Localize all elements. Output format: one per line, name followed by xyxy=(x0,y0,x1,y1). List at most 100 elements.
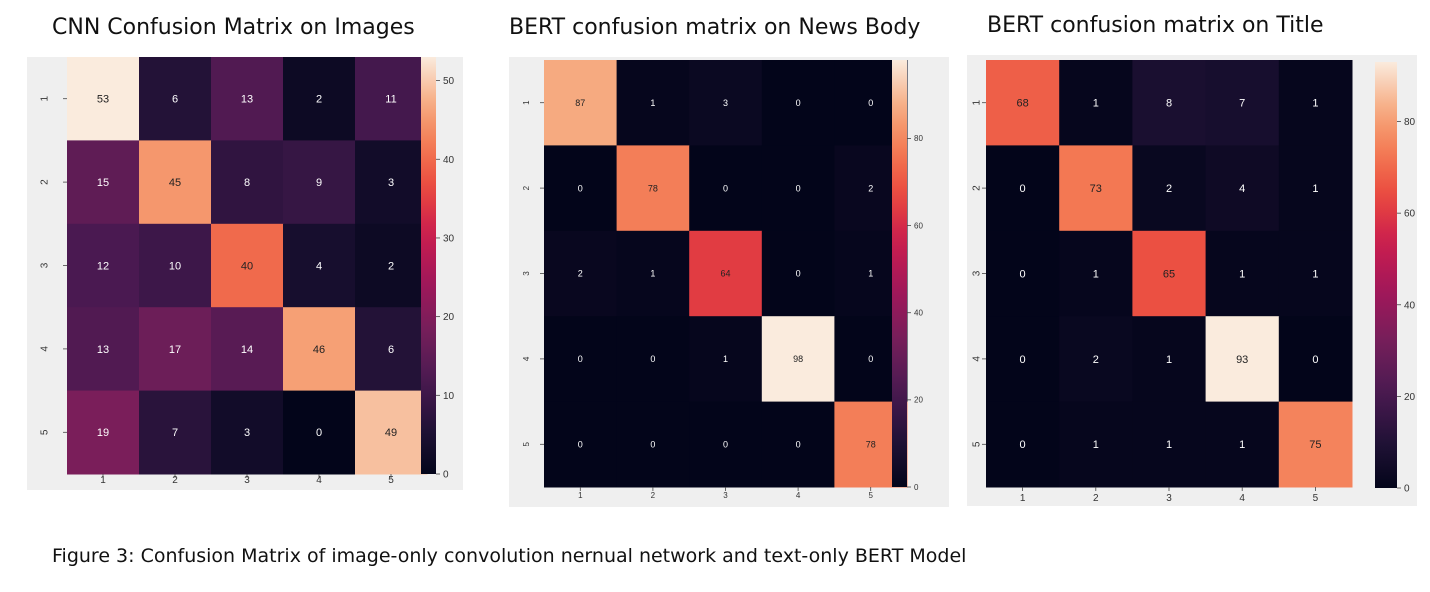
heatmap-cell xyxy=(616,60,690,146)
colorbar-tick-label: 60 xyxy=(1404,209,1416,220)
heatmap-cell xyxy=(689,316,763,403)
cell-value-label: 2 xyxy=(1166,183,1172,195)
heatmap-cell xyxy=(139,57,212,141)
x-tick-label: 3 xyxy=(723,491,728,500)
cell-value-label: 13 xyxy=(97,344,109,356)
x-tick-label: 4 xyxy=(316,475,322,486)
colorbar-tick-label: 40 xyxy=(914,309,923,318)
cell-value-label: 45 xyxy=(169,177,181,189)
heatmap-cell xyxy=(1278,60,1353,146)
cell-value-label: 40 xyxy=(241,260,253,272)
heatmap-cell xyxy=(283,57,356,141)
heatmap-cell xyxy=(1132,316,1207,403)
colorbar xyxy=(1375,62,1397,488)
y-tick-label: 4 xyxy=(40,346,51,352)
colorbar-tick-label: 40 xyxy=(1404,300,1416,311)
heatmap-cell xyxy=(689,60,763,146)
heatmap-cell xyxy=(1132,401,1207,488)
cell-value-label: 0 xyxy=(868,98,873,108)
cell-value-label: 0 xyxy=(723,183,728,193)
colorbar-tick-label: 20 xyxy=(1404,392,1416,403)
x-tick-label: 5 xyxy=(1313,493,1319,504)
cell-value-label: 12 xyxy=(97,260,109,272)
heatmap-cell xyxy=(761,316,835,403)
cell-value-label: 2 xyxy=(578,269,583,279)
y-tick-label: 1 xyxy=(972,99,983,105)
chart-title-bert-title: BERT confusion matrix on Title xyxy=(987,13,1324,38)
heatmap-cell xyxy=(1278,316,1353,403)
cell-value-label: 1 xyxy=(1312,183,1318,195)
heatmap-panel-bert-title: 68 1 8 7 1 0 73 2 4 1 0 1 65 1 1 0 2 1 93 0 0 1 1 1 75 1 2 3 4 5 1 2 3 4 5… xyxy=(967,55,1417,506)
y-tick-label: 1 xyxy=(522,100,531,105)
heatmap-panel-bert-body: 87 1 3 0 0 0 78 0 0 2 2 1 64 0 1 0 0 1 98 0 0 0 0 0 78 1 2 3 4 5 1 2 3 4 5… xyxy=(509,57,949,507)
heatmap-cell xyxy=(211,390,284,475)
heatmap-cell xyxy=(1205,230,1280,317)
heatmap-cell xyxy=(67,307,140,392)
colorbar-tick-label: 0 xyxy=(914,483,919,492)
colorbar-tick-label: 40 xyxy=(443,155,455,166)
cell-value-label: 68 xyxy=(1016,98,1028,110)
heatmap-cell xyxy=(355,140,428,225)
y-tick-label: 2 xyxy=(522,185,531,190)
cell-value-label: 7 xyxy=(1239,98,1245,110)
cell-value-label: 98 xyxy=(793,354,803,364)
heatmap-cell xyxy=(139,390,212,475)
cell-value-label: 0 xyxy=(1020,268,1026,280)
heatmap-cell xyxy=(689,230,763,317)
cell-value-label: 6 xyxy=(388,344,394,356)
heatmap-cell xyxy=(689,145,763,232)
heatmap-cell xyxy=(544,60,618,146)
heatmap-cell xyxy=(1059,230,1133,317)
heatmap-cell xyxy=(1278,145,1353,232)
heatmap-cell xyxy=(689,401,763,488)
cell-value-label: 4 xyxy=(1239,183,1245,195)
cell-value-label: 13 xyxy=(241,94,253,106)
colorbar xyxy=(421,57,436,474)
heatmap-cell xyxy=(1059,60,1133,146)
cell-value-label: 1 xyxy=(868,269,873,279)
cell-value-label: 65 xyxy=(1163,268,1175,280)
cell-value-label: 0 xyxy=(868,354,873,364)
cell-value-label: 15 xyxy=(97,177,109,189)
y-tick-label: 4 xyxy=(522,356,531,361)
cell-value-label: 14 xyxy=(241,344,253,356)
colorbar-tick-label: 10 xyxy=(443,391,455,402)
x-tick-label: 4 xyxy=(796,491,801,500)
y-tick-label: 4 xyxy=(972,356,983,362)
heatmap-cell xyxy=(616,401,690,488)
x-tick-label: 2 xyxy=(651,491,656,500)
cell-value-label: 19 xyxy=(97,427,109,439)
cell-value-label: 7 xyxy=(172,427,178,439)
cell-value-label: 1 xyxy=(1312,268,1318,280)
heatmap-svg-bert-title: 68 1 8 7 1 0 73 2 4 1 0 1 65 1 1 0 2 1 93 0 0 1 1 1 75 1 2 3 4 5 1 2 3 4 5… xyxy=(972,60,1416,504)
figure-caption: Figure 3: Confusion Matrix of image-only… xyxy=(52,545,967,567)
heatmap-cell xyxy=(616,316,690,403)
heatmap-cell xyxy=(1278,401,1353,488)
cell-value-label: 3 xyxy=(244,427,250,439)
y-tick-label: 5 xyxy=(40,429,51,435)
cell-value-label: 53 xyxy=(97,94,109,106)
cell-value-label: 2 xyxy=(1093,354,1099,366)
heatmap-cell xyxy=(211,57,284,141)
heatmap-cell xyxy=(139,223,212,308)
heatmap-cell xyxy=(1059,316,1133,403)
cell-value-label: 87 xyxy=(575,98,585,108)
cell-value-label: 8 xyxy=(244,177,250,189)
heatmap-cell xyxy=(67,140,140,225)
cell-value-label: 0 xyxy=(1020,183,1026,195)
heatmap-cell xyxy=(211,223,284,308)
heatmap-cell xyxy=(355,307,428,392)
heatmap-cell xyxy=(761,230,835,317)
colorbar-tick-label: 80 xyxy=(914,134,923,143)
y-tick-label: 2 xyxy=(972,185,983,191)
colorbar-tick-label: 0 xyxy=(1404,484,1410,495)
heatmap-cell xyxy=(1205,316,1280,403)
x-tick-label: 3 xyxy=(1166,493,1172,504)
heatmap-cell xyxy=(761,60,835,146)
y-tick-label: 5 xyxy=(972,441,983,447)
cell-value-label: 0 xyxy=(723,439,728,449)
heatmap-cell xyxy=(355,57,428,141)
x-tick-label: 5 xyxy=(388,475,394,486)
heatmap-cell xyxy=(1205,145,1280,232)
